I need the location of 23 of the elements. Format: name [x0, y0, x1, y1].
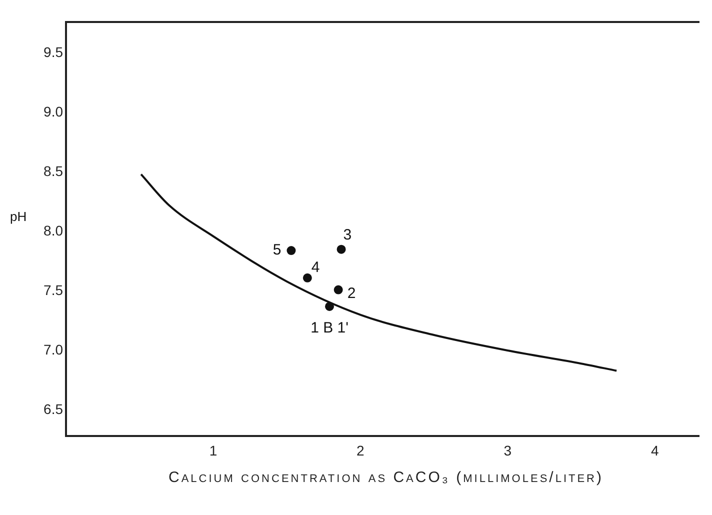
y-tick-label: 8.0 [44, 222, 64, 238]
point [334, 285, 343, 294]
x-tick-label: 2 [356, 442, 365, 458]
x-tick-label: 4 [650, 442, 659, 458]
y-tick-label: 6.5 [44, 400, 64, 417]
annotation: 1 B 1' [310, 320, 349, 337]
x-tick-label: 1 [209, 442, 218, 458]
y-tick-label: 7.5 [44, 282, 64, 298]
x-axis-title: Calcium concentration as CaCO₃ (millimoles/liter) [168, 469, 604, 486]
x-tick-label: 3 [504, 442, 512, 458]
y-tick-label: 8.5 [44, 162, 64, 179]
point [336, 244, 346, 254]
annotation: 4 [311, 259, 320, 276]
y-tick-label: 7.0 [44, 341, 64, 358]
annotation: 3 [343, 226, 352, 244]
y-tick-label: 9.0 [44, 103, 64, 120]
annotation: 5 [272, 242, 282, 259]
point [286, 246, 296, 256]
y-tick-label: 9.5 [44, 44, 64, 60]
line-series [140, 173, 618, 372]
point [302, 273, 312, 282]
annotation: 2 [347, 284, 356, 302]
y-axis-title: pH [10, 208, 27, 224]
